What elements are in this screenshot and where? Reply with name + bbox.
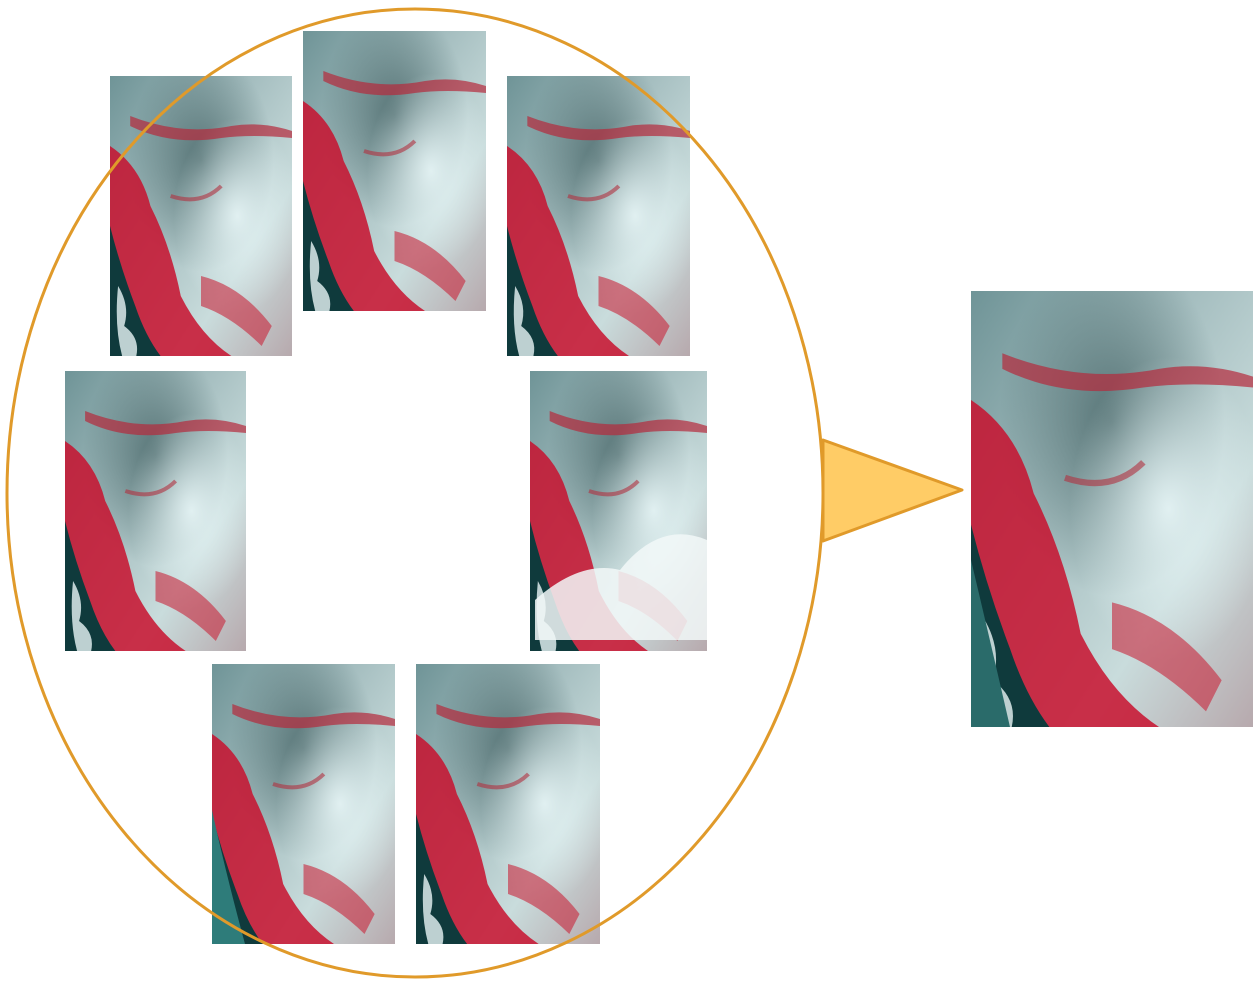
cloud xyxy=(535,534,707,640)
arrow xyxy=(821,438,964,543)
satellite-image xyxy=(416,664,600,944)
teal-sea-image xyxy=(212,664,395,944)
composite-image xyxy=(971,291,1253,727)
satellite-image xyxy=(303,31,486,311)
satellite-image xyxy=(507,76,690,356)
satellite-image xyxy=(65,371,246,651)
sea xyxy=(971,560,1010,727)
satellite-image xyxy=(110,76,292,356)
sea xyxy=(212,810,245,944)
cloudy-image xyxy=(530,371,707,651)
satellite-image xyxy=(212,664,395,944)
satellite-image xyxy=(971,291,1253,727)
